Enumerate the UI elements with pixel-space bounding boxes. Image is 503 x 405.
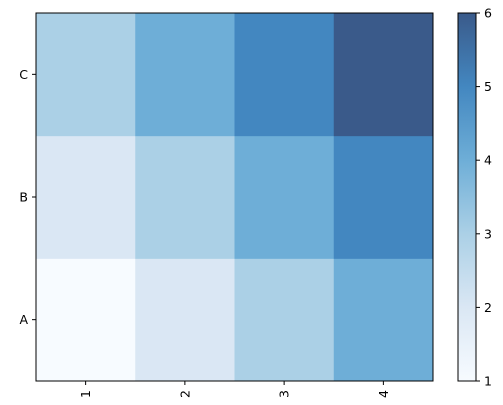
x-axis: 1 2 3 4 [78, 381, 391, 398]
heatmap-cell-C-1 [36, 13, 136, 137]
heatmap-cell-C-3 [234, 13, 335, 137]
y-tick-label: B [19, 190, 28, 205]
colorbar-tick-label: 2 [484, 300, 492, 315]
colorbar [457, 12, 477, 382]
heatmap-cell-B-3 [234, 135, 335, 259]
x-tick-label: 4 [376, 390, 391, 398]
heatmap-cell-C-4 [333, 13, 434, 137]
colorbar-tick-label: 5 [484, 79, 492, 94]
heatmap-cell-C-2 [135, 13, 235, 137]
heatmap-cell-B-2 [135, 135, 235, 259]
colorbar-tick-label: 1 [484, 374, 492, 389]
y-axis: A B C [19, 67, 36, 327]
heatmap-cell-A-2 [135, 258, 235, 382]
heatmap-cell-A-1 [36, 258, 136, 382]
heatmap-cells [36, 13, 434, 382]
heatmap-cell-B-4 [333, 135, 434, 259]
heatmap-cell-A-3 [234, 258, 335, 382]
x-tick-label: 3 [277, 390, 292, 398]
colorbar-axis: 1 2 3 4 5 6 [476, 6, 492, 389]
y-tick-label: A [19, 312, 28, 327]
x-tick-label: 1 [78, 390, 93, 398]
colorbar-tick-label: 3 [484, 226, 492, 241]
y-tick-label: C [19, 67, 28, 82]
colorbar-tick-label: 6 [484, 6, 492, 21]
colorbar-tick-label: 4 [484, 153, 492, 168]
heatmap-cell-A-4 [333, 258, 434, 382]
heatmap-cell-B-1 [36, 135, 136, 259]
x-tick-label: 2 [177, 390, 192, 398]
